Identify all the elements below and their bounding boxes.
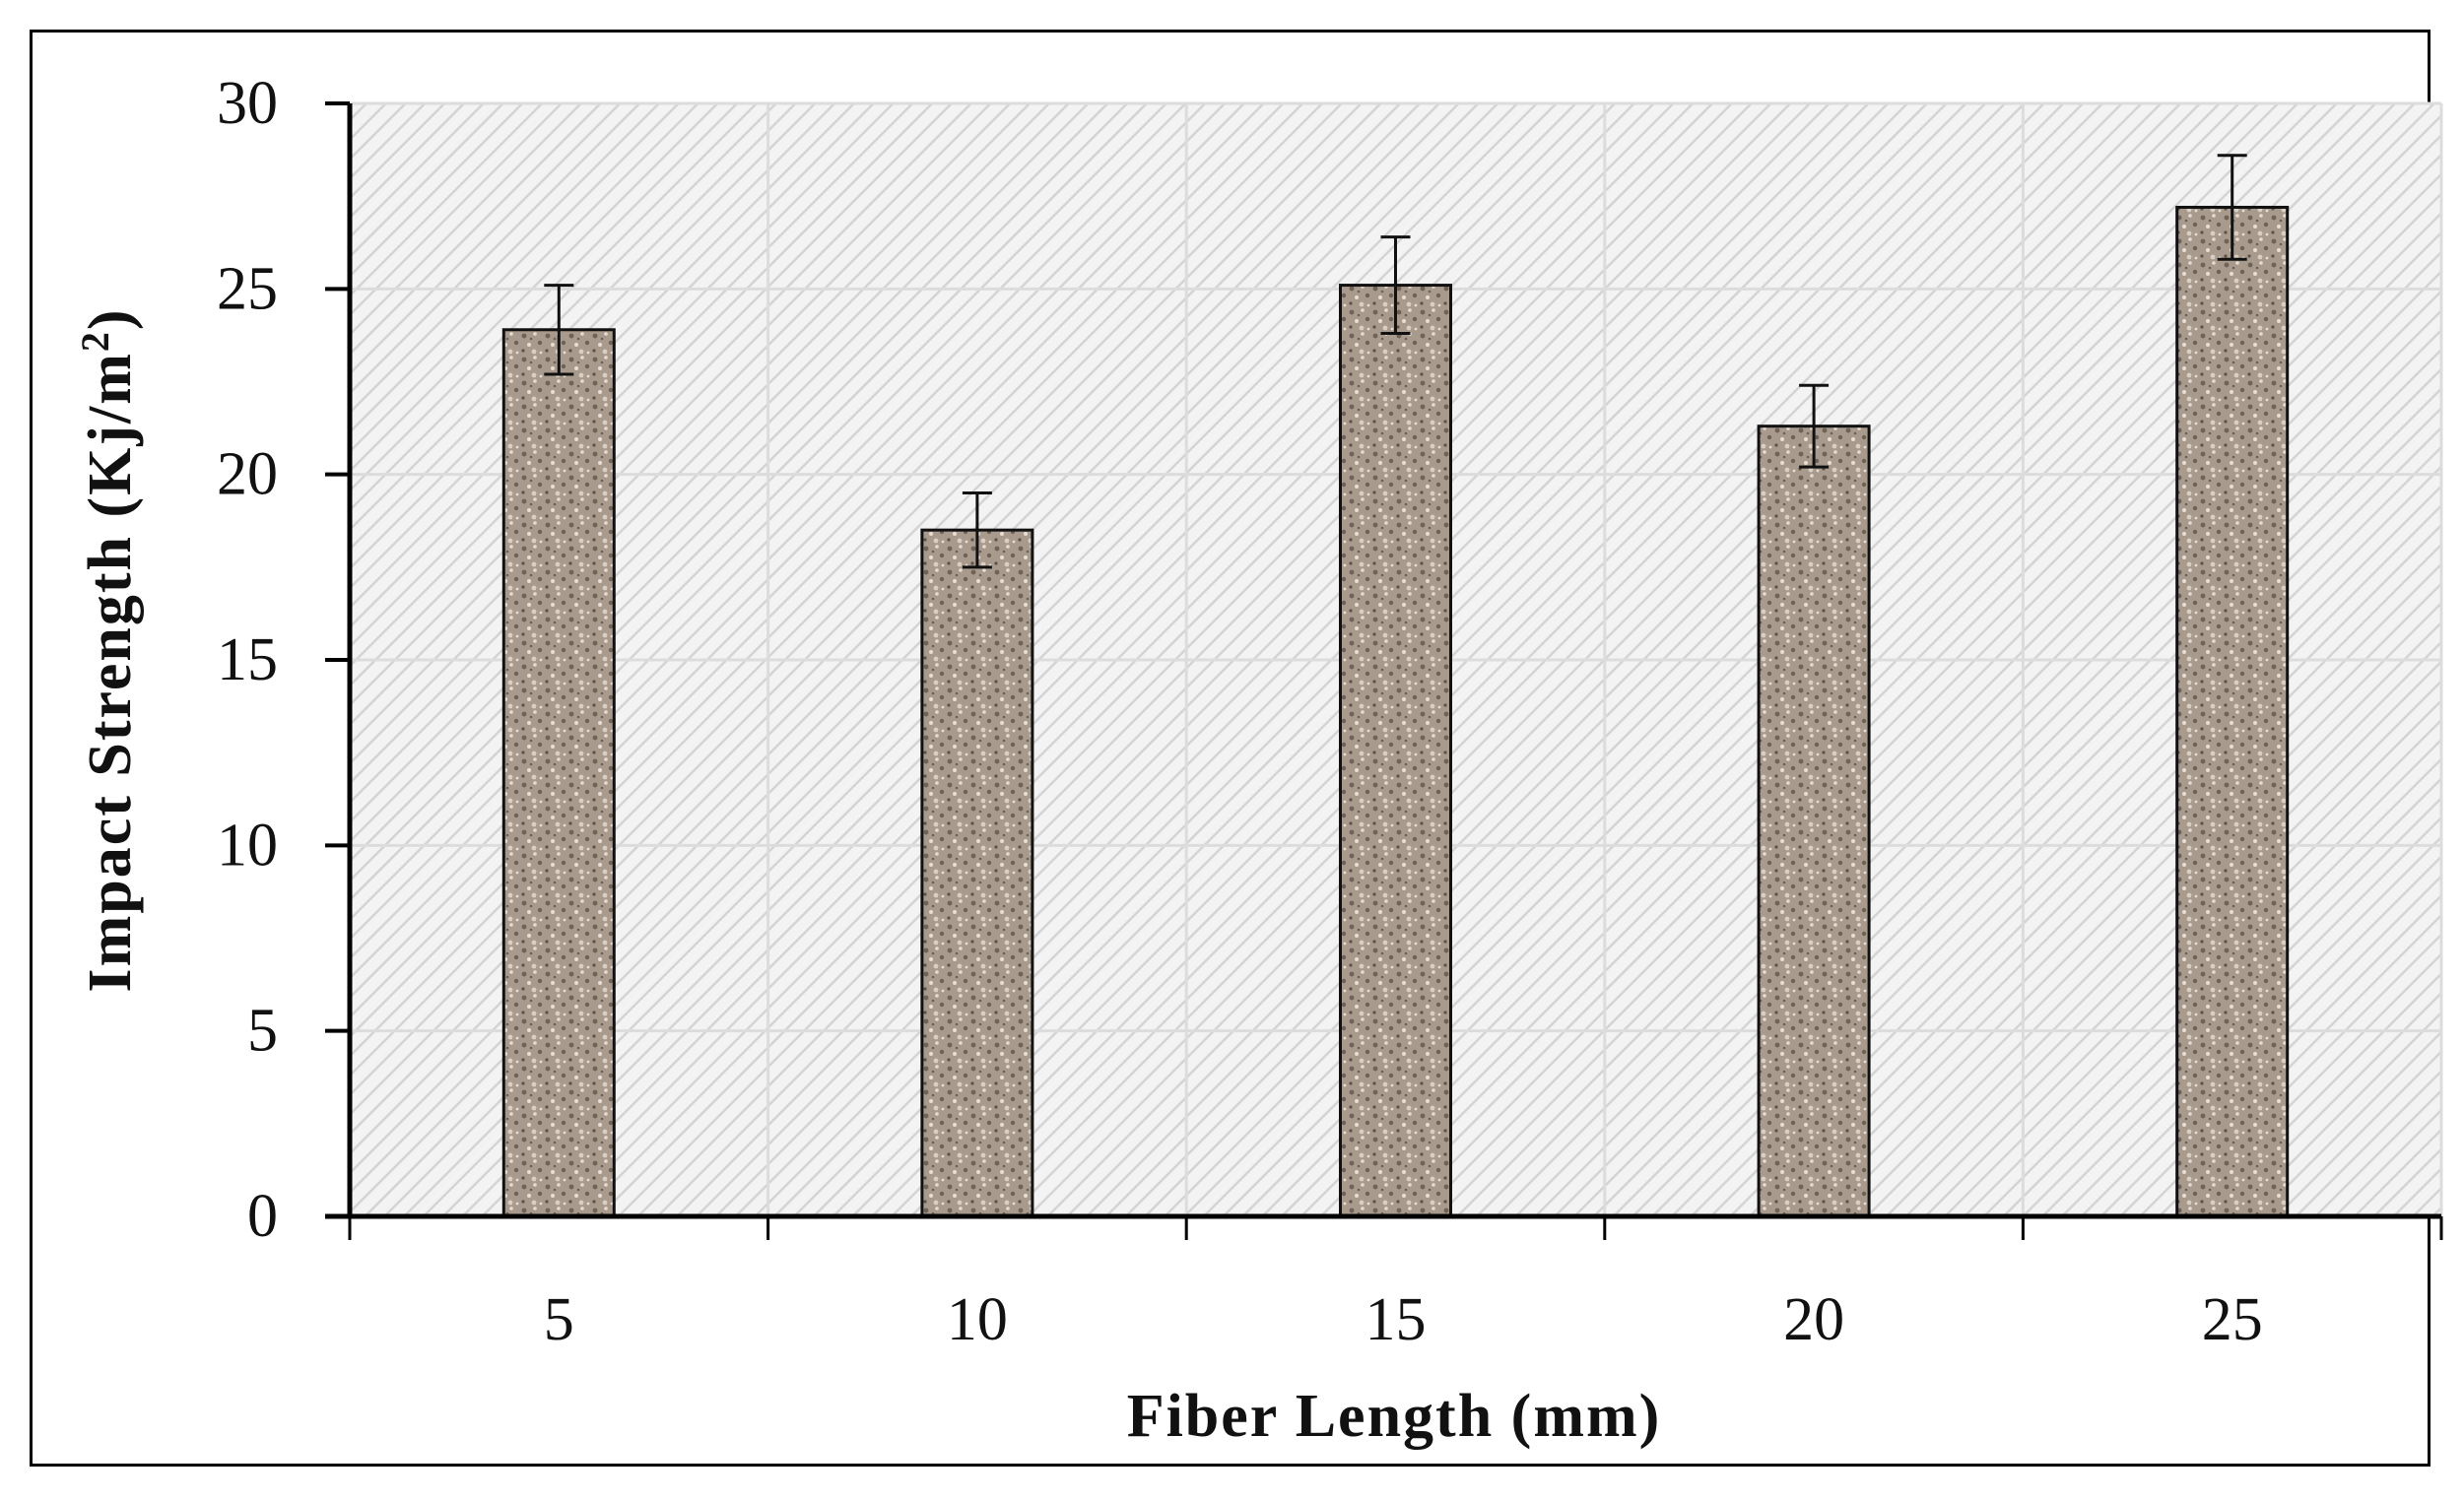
y-axis-title-sup: 2 bbox=[73, 330, 117, 352]
x-tick-label: 25 bbox=[2202, 1286, 2263, 1353]
y-tick-label: 10 bbox=[217, 812, 278, 879]
bar-10 bbox=[920, 528, 1034, 1218]
y-tick-label: 30 bbox=[217, 70, 278, 137]
y-tick-label: 20 bbox=[217, 441, 278, 508]
x-tick-labels: 5 10 15 20 25 bbox=[544, 1286, 2263, 1353]
y-tick-label: 0 bbox=[247, 1183, 278, 1250]
y-tick-labels: 0 5 10 15 20 25 30 bbox=[217, 70, 278, 1250]
y-axis-title-main: Impact Strength (Kj/m bbox=[77, 352, 144, 992]
x-axis-title: Fiber Length (mm) bbox=[1127, 1383, 1662, 1450]
x-tick-label: 10 bbox=[947, 1286, 1008, 1353]
bars bbox=[501, 154, 2290, 1218]
bar-15 bbox=[1339, 284, 1452, 1218]
bar-5 bbox=[501, 328, 616, 1218]
bar-25 bbox=[2175, 205, 2290, 1218]
y-tick-label: 15 bbox=[217, 626, 278, 693]
axes bbox=[325, 101, 2443, 1240]
y-tick-label: 5 bbox=[247, 998, 278, 1065]
y-axis-title: Impact Strength (Kj/m2) bbox=[73, 307, 145, 992]
bar-20 bbox=[1757, 424, 1871, 1218]
x-tick-label: 20 bbox=[1783, 1286, 1844, 1353]
y-axis-title-close: ) bbox=[77, 307, 144, 330]
y-tick-label: 25 bbox=[217, 255, 278, 322]
x-tick-label: 15 bbox=[1365, 1286, 1427, 1353]
x-tick-label: 5 bbox=[544, 1286, 574, 1353]
